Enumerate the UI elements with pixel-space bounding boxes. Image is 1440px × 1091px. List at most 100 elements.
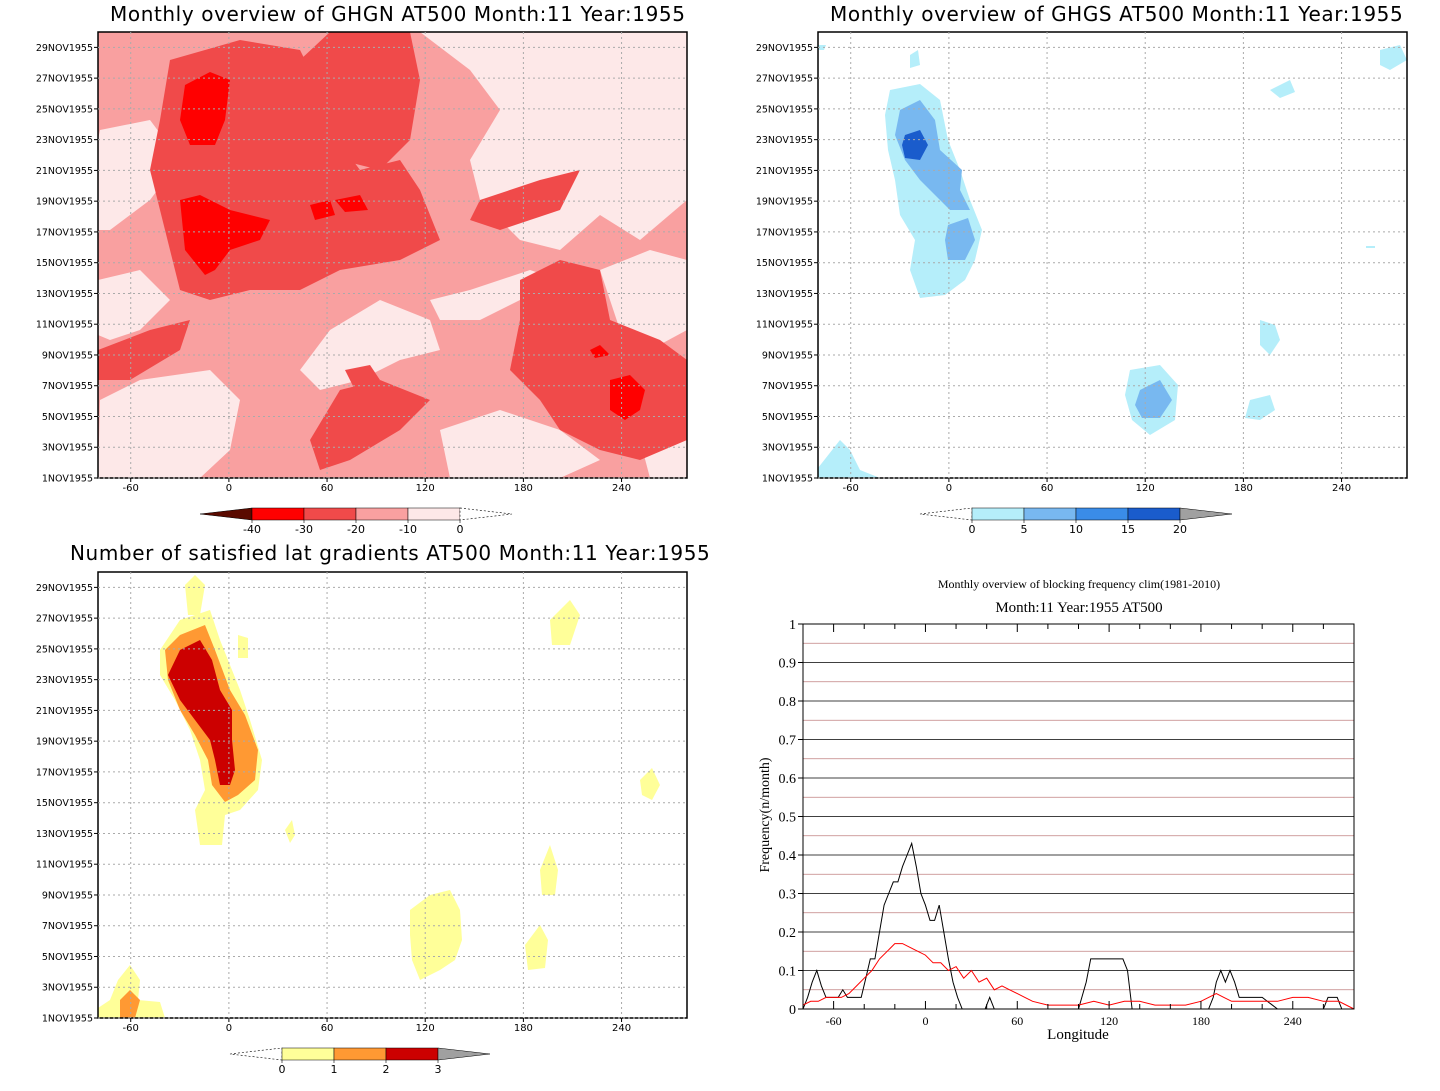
date-tick-label: 7NOV1955 [762,381,813,392]
date-tick-label: 19NOV1955 [36,197,93,208]
date-tick-label: 27NOV1955 [36,614,93,625]
lat-axes: 1NOV1955 3NOV1955 5NOV1955 7NOV1955 9NOV1955… [36,583,631,1034]
date-tick-label: 3NOV1955 [762,443,813,454]
ghgs-title: Monthly overview of GHGS AT500 Month:11 … [830,2,1404,26]
freq-series-red-line [802,943,1355,1010]
lon-tick-label: -60 [123,483,139,494]
colorbar-label: -10 [399,523,417,536]
date-tick-label: 1NOV1955 [42,1014,93,1025]
date-tick-label: 15NOV1955 [36,258,93,269]
lon-tick-label: 60 [321,1023,334,1034]
freq-ytick-label: 0.5 [779,811,797,826]
freq-chart: Monthly overview of blocking frequency c… [758,577,1355,1043]
colorbar-label: 15 [1121,523,1135,536]
lon-tick-label: 180 [514,1023,533,1034]
colorbar-swatch [407,507,461,521]
date-tick-label: 21NOV1955 [36,706,93,717]
colorbar-swatch [1023,507,1077,521]
freq-xtick-label: -60 [826,1014,842,1028]
freq-xlabel: Longitude [1047,1027,1109,1043]
ghgs-grid [818,32,1407,479]
date-tick-label: 19NOV1955 [36,737,93,748]
freq-ytick-label: 0.1 [779,965,797,980]
date-tick-label: 7NOV1955 [42,921,93,932]
colorbar-label: -40 [243,523,261,536]
colorbar-swatch [1075,507,1129,521]
freq-ytick-label: 0.7 [779,734,797,749]
lon-tick-label: 0 [226,483,232,494]
freq-xtick-label: 240 [1284,1014,1302,1028]
date-tick-label: 17NOV1955 [756,227,813,238]
date-tick-label: 11NOV1955 [36,860,93,871]
colorbar-label: 0 [279,1063,286,1076]
date-tick-label: 27NOV1955 [756,74,813,85]
freq-xtick-label: 180 [1192,1014,1210,1028]
ghgn-title: Monthly overview of GHGN AT500 Month:11 … [110,2,686,26]
freq-xtick-label: 60 [1011,1014,1023,1028]
colorbar-swatch [459,507,513,521]
freq-ytick-label: 0.6 [779,772,797,787]
colorbar-swatch [1127,507,1181,521]
date-tick-label: 11NOV1955 [756,320,813,331]
freq-ytick-label: 1 [789,618,796,633]
ghgn-axes: 1NOV1955 3NOV1955 5NOV1955 7NOV1955 9NOV1955… [36,43,631,494]
date-tick-label: 7NOV1955 [42,381,93,392]
date-tick-label: 19NOV1955 [756,197,813,208]
date-tick-label: 9NOV1955 [762,350,813,361]
lon-tick-label: 60 [321,483,334,494]
ghgs-panel: Monthly overview of GHGS AT500 Month:11 … [720,0,1440,545]
date-tick-label: 13NOV1955 [36,289,93,300]
colorbar-label: 20 [1173,523,1187,536]
colorbar-swatch [437,1047,491,1061]
colorbar-label: -20 [347,523,365,536]
date-tick-label: 9NOV1955 [42,890,93,901]
lon-tick-label: 0 [226,1023,232,1034]
freq-ytick-label: 0.3 [779,888,797,903]
date-tick-label: 15NOV1955 [756,258,813,269]
colorbar-swatch [229,1047,283,1061]
lat-map: 1NOV1955 3NOV1955 5NOV1955 7NOV1955 9NOV1955… [36,571,688,1076]
freq-grid [803,623,1354,1010]
date-tick-label: 1NOV1955 [42,474,93,485]
ghgs-map: 1NOV1955 3NOV1955 5NOV1955 7NOV1955 9NOV1955… [756,31,1408,536]
colorbar-label: 3 [435,1063,442,1076]
freq-subtitle: Month:11 Year:1955 AT500 [995,600,1162,616]
lon-tick-label: 180 [1234,483,1253,494]
colorbar-swatch [303,507,357,521]
ghgn-colorbar: -40 -30 -20 -10 0 [199,507,513,536]
freq-panel: Monthly overview of blocking frequency c… [720,540,1440,1091]
lon-tick-label: 120 [416,483,435,494]
colorbar-label: -30 [295,523,313,536]
lon-tick-label: 240 [612,483,631,494]
date-tick-label: 25NOV1955 [36,644,93,655]
colorbar-label: 0 [457,523,464,536]
date-tick-label: 13NOV1955 [36,829,93,840]
freq-ytick-label: 0.8 [779,695,797,710]
date-tick-label: 27NOV1955 [36,74,93,85]
lon-tick-label: 120 [416,1023,435,1034]
ghgn-grid [98,32,687,479]
freq-series-black-line [802,841,1354,1010]
lat-panel: Number of satisfied lat gradients AT500 … [0,540,720,1091]
date-tick-label: 23NOV1955 [36,675,93,686]
lon-tick-label: -60 [843,483,859,494]
ghgn-panel: Monthly overview of GHGN AT500 Month:11 … [0,0,720,545]
freq-ytick-label: 0 [789,1003,796,1018]
colorbar-swatch [1179,507,1233,521]
lat-colorbar: 0 1 2 3 [229,1047,491,1076]
colorbar-label: 1 [331,1063,338,1076]
date-tick-label: 23NOV1955 [36,135,93,146]
colorbar-label: 10 [1069,523,1083,536]
freq-xtick-label: 120 [1100,1014,1118,1028]
date-tick-label: 29NOV1955 [36,583,93,594]
lon-tick-label: 240 [612,1023,631,1034]
date-tick-label: 5NOV1955 [42,952,93,963]
date-tick-label: 21NOV1955 [756,166,813,177]
lat-title: Number of satisfied lat gradients AT500 … [70,541,711,565]
freq-plot-frame [802,623,1355,1010]
ghgs-colorbar: 0 5 10 15 20 [919,507,1233,536]
date-tick-label: 25NOV1955 [756,104,813,115]
date-tick-label: 1NOV1955 [762,474,813,485]
colorbar-swatch [355,507,409,521]
colorbar-swatch [199,507,253,521]
